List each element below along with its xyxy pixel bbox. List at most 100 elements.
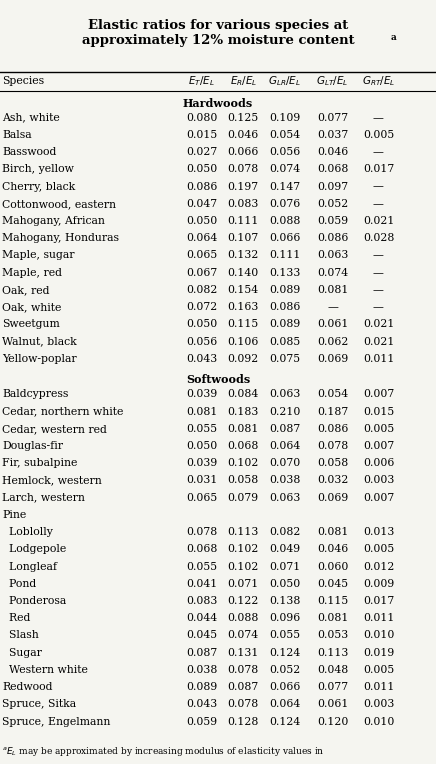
Text: 0.059: 0.059 (317, 216, 348, 226)
Text: 0.056: 0.056 (269, 147, 300, 157)
Text: 0.050: 0.050 (186, 164, 218, 174)
Text: 0.081: 0.081 (228, 424, 259, 434)
Text: 0.066: 0.066 (269, 233, 300, 243)
Text: $^aE_L$ may be approximated by increasing modulus of elasticity values in: $^aE_L$ may be approximated by increasin… (2, 746, 325, 759)
Text: —: — (373, 147, 384, 157)
Text: 0.106: 0.106 (228, 337, 259, 347)
Text: 0.028: 0.028 (363, 233, 394, 243)
Text: 0.122: 0.122 (228, 596, 259, 606)
Text: Pond: Pond (2, 579, 37, 589)
Text: Sweetgum: Sweetgum (2, 319, 60, 329)
Text: 0.043: 0.043 (186, 699, 218, 710)
Text: 0.060: 0.060 (317, 562, 348, 571)
Text: 0.088: 0.088 (269, 216, 300, 226)
Text: 0.079: 0.079 (228, 493, 259, 503)
Text: Mahogany, Honduras: Mahogany, Honduras (2, 233, 119, 243)
Text: a: a (390, 33, 396, 42)
Text: 0.113: 0.113 (228, 527, 259, 537)
Text: 0.102: 0.102 (228, 562, 259, 571)
Text: 0.077: 0.077 (317, 112, 348, 123)
Text: $G_{LR}/E_L$: $G_{LR}/E_L$ (268, 74, 301, 88)
Text: 0.132: 0.132 (228, 251, 259, 261)
Text: 0.210: 0.210 (269, 406, 300, 416)
Text: 0.089: 0.089 (269, 319, 300, 329)
Text: 0.061: 0.061 (317, 699, 348, 710)
Text: 0.064: 0.064 (186, 233, 218, 243)
Text: 0.115: 0.115 (228, 319, 259, 329)
Text: Ash, white: Ash, white (2, 112, 60, 123)
Text: —: — (327, 303, 338, 312)
Text: 0.086: 0.086 (269, 303, 300, 312)
Text: 0.050: 0.050 (186, 319, 218, 329)
Text: 0.087: 0.087 (269, 424, 300, 434)
Text: 0.082: 0.082 (186, 285, 218, 295)
Text: —: — (373, 285, 384, 295)
Text: 0.087: 0.087 (186, 648, 218, 658)
Text: 0.068: 0.068 (317, 164, 348, 174)
Text: 0.078: 0.078 (317, 441, 348, 451)
Text: —: — (373, 182, 384, 192)
Text: 0.067: 0.067 (186, 267, 218, 278)
Text: 0.074: 0.074 (269, 164, 300, 174)
Text: 0.083: 0.083 (186, 596, 218, 606)
Text: 0.183: 0.183 (228, 406, 259, 416)
Text: —: — (373, 303, 384, 312)
Text: 0.055: 0.055 (269, 630, 300, 640)
Text: 0.003: 0.003 (363, 475, 394, 485)
Text: 0.065: 0.065 (186, 493, 218, 503)
Text: 0.059: 0.059 (186, 717, 218, 727)
Text: Table 5$-$3 by 10%.: Table 5$-$3 by 10%. (2, 762, 90, 764)
Text: 0.078: 0.078 (186, 527, 218, 537)
Text: 0.046: 0.046 (228, 130, 259, 140)
Text: 0.078: 0.078 (228, 164, 259, 174)
Text: Spruce, Sitka: Spruce, Sitka (2, 699, 76, 710)
Text: 0.045: 0.045 (317, 579, 348, 589)
Text: 0.011: 0.011 (363, 354, 394, 364)
Text: 0.154: 0.154 (228, 285, 259, 295)
Text: 0.074: 0.074 (228, 630, 259, 640)
Text: Softwoods: Softwoods (186, 374, 250, 386)
Text: 0.046: 0.046 (317, 147, 348, 157)
Text: 0.075: 0.075 (269, 354, 300, 364)
Text: 0.053: 0.053 (317, 630, 348, 640)
Text: Oak, white: Oak, white (2, 303, 61, 312)
Text: 0.109: 0.109 (269, 112, 300, 123)
Text: 0.147: 0.147 (269, 182, 300, 192)
Text: 0.085: 0.085 (269, 337, 300, 347)
Text: 0.069: 0.069 (317, 354, 348, 364)
Text: Baldcypress: Baldcypress (2, 390, 68, 400)
Text: 0.021: 0.021 (363, 337, 394, 347)
Text: 0.052: 0.052 (269, 665, 300, 675)
Text: $E_T/E_L$: $E_T/E_L$ (188, 74, 215, 88)
Text: 0.071: 0.071 (228, 579, 259, 589)
Text: 0.111: 0.111 (228, 216, 259, 226)
Text: 0.045: 0.045 (186, 630, 218, 640)
Text: 0.011: 0.011 (363, 613, 394, 623)
Text: 0.011: 0.011 (363, 682, 394, 692)
Text: 0.010: 0.010 (363, 717, 394, 727)
Text: 0.102: 0.102 (228, 458, 259, 468)
Text: 0.070: 0.070 (269, 458, 300, 468)
Text: 0.054: 0.054 (269, 130, 300, 140)
Text: 0.062: 0.062 (317, 337, 348, 347)
Text: Longleaf: Longleaf (2, 562, 57, 571)
Text: Elastic ratios for various species at
approximately 12% moisture content: Elastic ratios for various species at ap… (82, 19, 354, 47)
Text: —: — (373, 251, 384, 261)
Text: 0.012: 0.012 (363, 562, 394, 571)
Text: Lodgepole: Lodgepole (2, 544, 66, 555)
Text: 0.050: 0.050 (186, 216, 218, 226)
Text: 0.066: 0.066 (228, 147, 259, 157)
Text: Cottonwood, eastern: Cottonwood, eastern (2, 199, 116, 209)
Text: 0.039: 0.039 (186, 390, 218, 400)
Text: 0.055: 0.055 (186, 424, 218, 434)
Text: 0.063: 0.063 (269, 493, 300, 503)
Text: Species: Species (2, 76, 44, 86)
Text: 0.081: 0.081 (186, 406, 218, 416)
Text: 0.066: 0.066 (269, 682, 300, 692)
Text: 0.068: 0.068 (186, 544, 218, 555)
Text: Mahogany, African: Mahogany, African (2, 216, 105, 226)
Text: 0.044: 0.044 (186, 613, 218, 623)
Text: 0.010: 0.010 (363, 630, 394, 640)
Text: 0.005: 0.005 (363, 544, 394, 555)
Text: Sugar: Sugar (2, 648, 42, 658)
